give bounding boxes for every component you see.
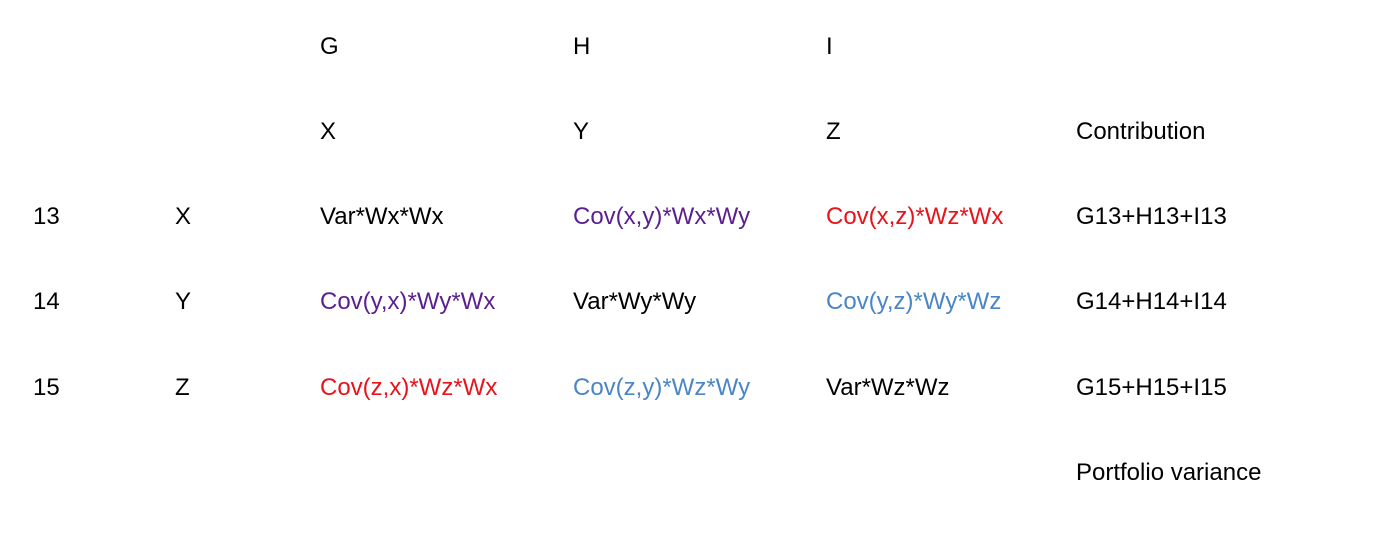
row-label: X	[175, 203, 192, 230]
formula-cell: Cov(x,y)*Wx*Wy	[573, 203, 751, 230]
formula-cell: Var*Wy*Wy	[573, 288, 697, 315]
column-letter-i: I	[826, 33, 833, 60]
header-y: Y	[573, 118, 590, 145]
contribution-formula: G13+H13+I13	[1076, 203, 1227, 230]
row-label: Z	[175, 374, 190, 401]
formula-cell: Cov(y,z)*Wy*Wz	[826, 288, 1002, 315]
formula-cell: Cov(x,z)*Wz*Wx	[826, 203, 1004, 230]
row-number: 13	[33, 203, 60, 230]
row-label: Y	[175, 288, 192, 315]
contribution-formula: G14+H14+I14	[1076, 288, 1227, 315]
formula-cell: Var*Wx*Wx	[320, 203, 444, 230]
contribution-formula: G15+H15+I15	[1076, 374, 1227, 401]
formula-cell: Cov(z,x)*Wz*Wx	[320, 374, 498, 401]
header-contribution: Contribution	[1076, 118, 1206, 145]
formula-cell: Cov(z,y)*Wz*Wy	[573, 374, 751, 401]
formula-cell: Cov(y,x)*Wy*Wx	[320, 288, 496, 315]
column-letter-h: H	[573, 33, 591, 60]
row-number: 15	[33, 374, 60, 401]
formula-cell: Var*Wz*Wz	[826, 374, 950, 401]
portfolio-variance-label: Portfolio variance	[1076, 459, 1262, 486]
column-letter-g: G	[320, 33, 339, 60]
row-number: 14	[33, 288, 60, 315]
header-z: Z	[826, 118, 841, 145]
header-x: X	[320, 118, 337, 145]
